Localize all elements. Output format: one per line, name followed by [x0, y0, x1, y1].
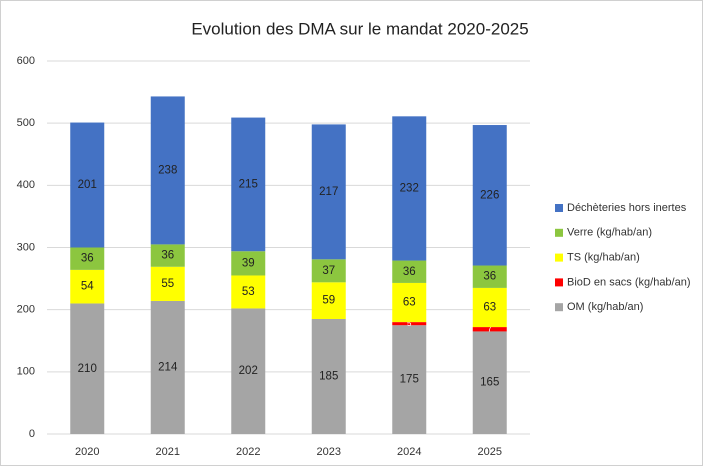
data-label: 175	[400, 374, 419, 386]
legend-label: BioD en sacs (kg/hab/an)	[567, 276, 691, 288]
bar-segment	[392, 282, 427, 323]
bar-segment	[70, 303, 105, 434]
data-label: 54	[81, 281, 94, 293]
data-label: 202	[239, 365, 258, 377]
y-tick-label: 0	[29, 428, 35, 440]
x-tick-label: 2024	[397, 446, 421, 458]
data-label: 36	[161, 250, 174, 262]
data-label: 7	[488, 324, 493, 333]
bar-segment	[231, 308, 266, 434]
data-label: 215	[239, 178, 258, 190]
bar-segment	[472, 265, 507, 288]
data-label: 55	[161, 278, 174, 290]
data-label: 232	[400, 182, 419, 194]
bar-segment	[392, 322, 427, 326]
legend-label: Verre (kg/hab/an)	[567, 227, 652, 239]
data-label: 201	[78, 179, 97, 191]
bar-segment	[231, 251, 266, 276]
data-label: 53	[242, 286, 255, 298]
data-label: 217	[319, 186, 338, 198]
data-label: 36	[403, 266, 416, 278]
data-label: 5	[407, 319, 412, 328]
bar-segment	[311, 124, 346, 260]
bar-segment	[231, 117, 266, 252]
bar-segment	[150, 266, 185, 301]
data-label: 39	[242, 257, 255, 269]
y-tick-label: 300	[17, 241, 35, 253]
data-label: 238	[158, 164, 177, 176]
bar-segment	[311, 318, 346, 434]
bar-segment	[311, 259, 346, 283]
x-tick-label: 2022	[236, 446, 260, 458]
bar-segment	[70, 269, 105, 304]
y-tick-label: 100	[17, 366, 35, 378]
bar-segment	[392, 260, 427, 283]
x-tick-label: 2023	[317, 446, 341, 458]
legend-label: Déchèteries hors inertes	[567, 202, 687, 214]
data-label: 165	[480, 377, 499, 389]
legend-label: TS (kg/hab/an)	[567, 252, 640, 264]
legend-swatch	[555, 253, 563, 262]
legend-swatch	[555, 278, 563, 287]
data-label: 36	[483, 271, 496, 283]
data-label: 210	[78, 363, 97, 375]
data-label: 226	[480, 189, 499, 201]
y-tick-label: 600	[17, 55, 35, 67]
data-label: 185	[319, 371, 338, 383]
bar-segment	[150, 96, 185, 245]
bar-segment	[231, 275, 266, 309]
data-label: 36	[81, 253, 94, 265]
bar-segment	[472, 287, 507, 328]
bar-segment	[311, 282, 346, 319]
y-tick-label: 500	[17, 117, 35, 129]
legend-swatch	[555, 228, 563, 237]
bar-segment	[150, 244, 185, 267]
bar-segment	[472, 327, 507, 332]
data-label: 214	[158, 362, 178, 374]
y-tick-label: 200	[17, 304, 35, 316]
bar-segment	[472, 125, 507, 266]
legend-swatch	[555, 303, 563, 312]
bar-segment	[70, 122, 105, 248]
bar-segment	[70, 247, 105, 270]
data-label: 37	[322, 265, 335, 277]
chart-title: Evolution des DMA sur le mandat 2020-202…	[191, 19, 528, 38]
data-label: 63	[403, 297, 416, 309]
x-tick-label: 2025	[478, 446, 502, 458]
legend-label: OM (kg/hab/an)	[567, 301, 643, 313]
bar-segment	[392, 325, 427, 434]
data-label: 59	[322, 295, 335, 307]
legend-swatch	[555, 204, 563, 212]
x-tick-label: 2020	[75, 446, 99, 458]
y-tick-label: 400	[17, 179, 35, 191]
bar-segment	[472, 331, 507, 434]
x-tick-label: 2021	[156, 446, 180, 458]
bar-segment	[392, 116, 427, 261]
bar-segment	[150, 300, 185, 434]
data-label: 63	[483, 302, 496, 314]
